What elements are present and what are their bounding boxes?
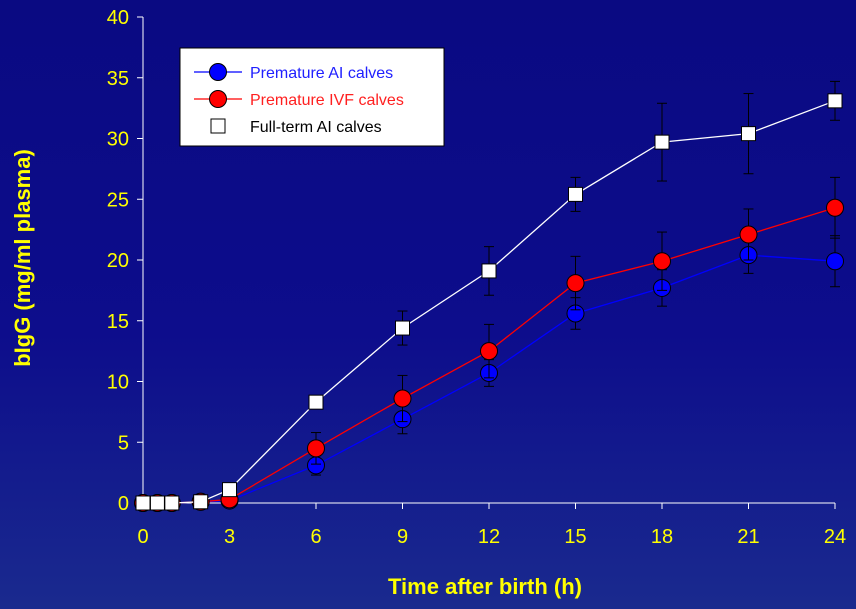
data-point-series-1: [826, 252, 844, 271]
data-point-series-3: [308, 394, 324, 410]
y-tick-label: 0: [118, 493, 129, 515]
legend-entry-3: Full-term AI calves: [250, 119, 382, 136]
x-tick-label: 24: [824, 526, 846, 548]
data-point-series-3: [395, 320, 410, 336]
x-tick-label: 12: [478, 526, 500, 548]
data-point-series-3: [568, 186, 583, 202]
data-point-series-3: [193, 494, 209, 510]
data-point-series-2: [826, 198, 844, 217]
x-tick-label: 6: [310, 526, 321, 548]
data-point-series-2: [307, 439, 325, 458]
data-point-series-2: [566, 274, 585, 293]
y-tick-label: 10: [107, 372, 129, 394]
x-tick-label: 21: [737, 526, 759, 548]
legend-marker: [209, 63, 227, 81]
x-tick-label: 3: [224, 526, 235, 548]
legend-entry-1: Premature AI calves: [250, 65, 393, 82]
y-tick-label: 20: [107, 250, 129, 272]
data-point-series-2: [653, 252, 671, 271]
x-tick-label: 9: [397, 526, 408, 548]
y-axis-title: bIgG (mg/ml plasma): [10, 149, 35, 367]
data-point-series-3: [654, 134, 670, 150]
y-tick-label: 30: [107, 129, 129, 151]
data-point-series-3: [741, 126, 756, 142]
series-line-3: [143, 100, 836, 504]
legend-entry-2: Premature IVF calves: [250, 92, 404, 109]
x-tick-label: 18: [651, 526, 673, 548]
data-point-series-2: [393, 389, 412, 408]
data-point-series-3: [222, 482, 237, 498]
data-point-series-3: [164, 495, 180, 511]
y-tick-label: 5: [118, 432, 129, 454]
plot-area: 0 5 10 15 20 25 30 35 40 0 3 6 9 12 15 18 21 24 Premature …: [107, 7, 846, 548]
data-point-series-3: [135, 495, 151, 511]
y-tick-label: 25: [107, 189, 129, 211]
data-point-series-3: [149, 495, 165, 511]
y-tick-label: 35: [107, 68, 129, 90]
data-point-series-3: [827, 93, 843, 109]
x-tick-label: 15: [564, 526, 586, 548]
y-tick-label: 40: [107, 7, 129, 29]
data-point-series-2: [480, 342, 498, 361]
x-axis-title: Time after birth (h): [388, 574, 582, 599]
legend-marker: [209, 90, 227, 108]
y-tick-label: 15: [107, 311, 129, 333]
data-point-series-2: [739, 225, 758, 244]
x-tick-label: 0: [137, 526, 148, 548]
legend-marker: [210, 118, 226, 134]
data-point-series-3: [481, 263, 497, 279]
